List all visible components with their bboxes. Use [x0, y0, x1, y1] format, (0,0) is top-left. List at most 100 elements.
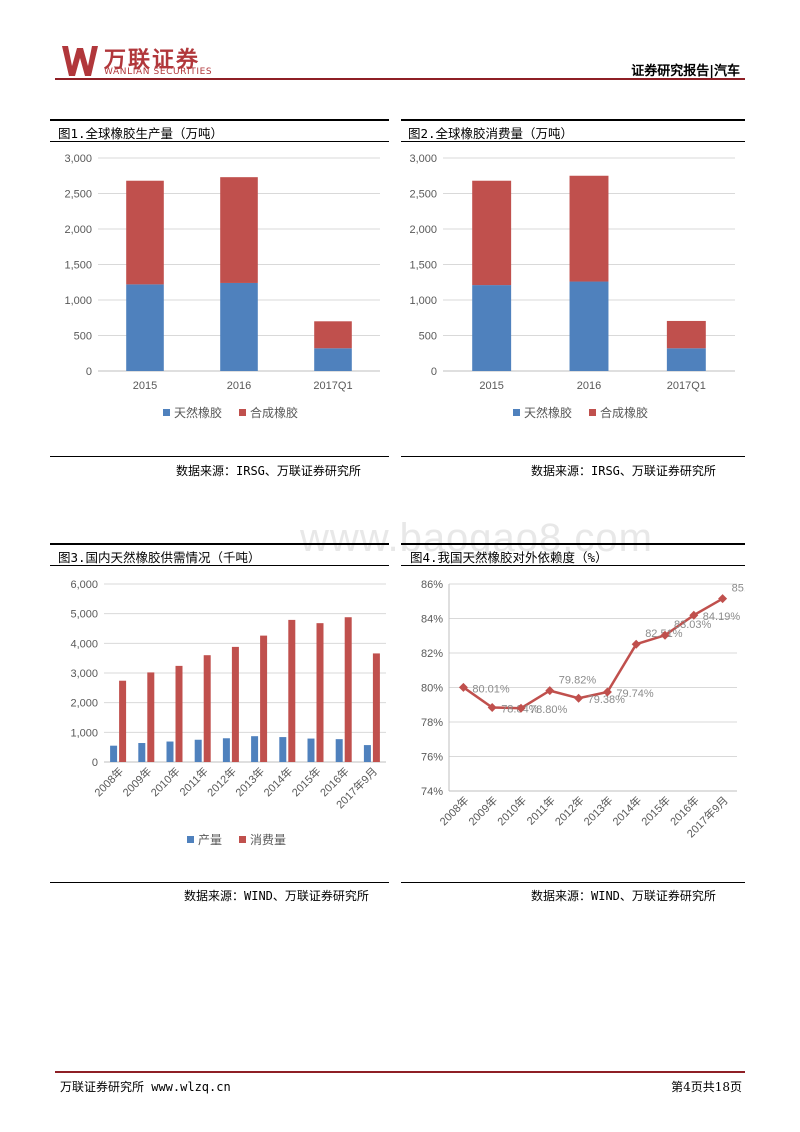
bar [175, 665, 183, 762]
y-tick-label: 1,000 [70, 727, 98, 739]
data-label: 80.01% [472, 683, 510, 695]
figure-2-top-rule [401, 119, 745, 121]
data-point [631, 639, 641, 649]
y-tick-label: 78% [421, 717, 443, 729]
watermark: www.baogao8.com [300, 516, 653, 560]
bar [231, 646, 239, 762]
x-tick-label: 2015 [479, 380, 503, 392]
bar [166, 741, 174, 762]
bar [126, 180, 164, 285]
y-tick-label: 3,000 [70, 668, 98, 680]
x-tick-label: 2017Q1 [313, 380, 352, 392]
legend-swatch [239, 836, 246, 843]
data-label: 79.82% [559, 675, 597, 687]
legend-swatch [513, 409, 520, 416]
bar [569, 175, 609, 282]
figure-4-title-rule [401, 565, 745, 566]
figure-3-chart: 0 1,000 2,000 3,000 4,000 5,000 6,000 2008年2009… [70, 579, 386, 847]
x-tick-label: 2009年 [119, 764, 154, 799]
bar [666, 348, 706, 371]
figure-2-title-rule [401, 141, 745, 142]
legend-label: 消费量 [250, 833, 286, 847]
y-tick-label: 82% [421, 648, 443, 660]
bar [666, 320, 706, 349]
figure-3-title-rule [50, 565, 389, 566]
legend-label: 合成橡胶 [250, 405, 298, 420]
data-point [545, 686, 555, 696]
bar [260, 635, 268, 762]
header-divider [55, 78, 745, 80]
figure-2-chart: 0 500 1,000 1,500 2,000 2,500 3,000 2015 2016 201… [409, 153, 735, 420]
figure-1-top-rule [50, 119, 389, 121]
y-tick-label: 5,000 [70, 609, 98, 621]
data-label: 79.38% [588, 694, 626, 706]
x-tick-label: 2011年 [176, 764, 210, 798]
x-tick-label: 2014年 [609, 793, 644, 828]
legend-label: 产量 [198, 833, 222, 847]
page-number: 第4页共18页 [671, 1080, 742, 1094]
figure-2-title: 图2.全球橡胶消费量（万吨） [408, 126, 574, 141]
figure-1-title-rule [50, 141, 389, 142]
bar [288, 619, 296, 762]
figure-3-source: 数据来源：WIND、万联证券研究所 [184, 889, 369, 903]
y-tick-label: 1,000 [409, 295, 437, 307]
y-tick-label: 76% [421, 752, 443, 764]
bar [344, 617, 352, 762]
y-tick-label: 0 [92, 757, 98, 769]
legend-swatch [187, 836, 194, 843]
y-tick-label: 2,500 [64, 189, 92, 201]
y-tick-label: 2,000 [409, 224, 437, 236]
series-line [462, 597, 724, 710]
data-point [574, 693, 584, 703]
figure-3-bottom-rule [50, 882, 389, 883]
wanlian-logo-mark-icon [62, 46, 98, 76]
y-tick-label: 74% [421, 786, 443, 798]
x-tick-label: 2016 [577, 380, 601, 392]
data-point [602, 687, 612, 697]
report-type-label: 证券研究报告|汽车 [631, 64, 740, 79]
bar [314, 348, 352, 371]
data-point [516, 703, 526, 713]
x-tick-label: 2014年 [260, 764, 295, 799]
bar [110, 745, 118, 762]
figure-4-top-rule [401, 543, 745, 545]
x-tick-label: 2015年 [638, 793, 673, 828]
x-tick-label: 2009年 [465, 793, 500, 828]
bar [307, 738, 315, 762]
bar [472, 285, 512, 371]
x-tick-label: 2011年 [524, 793, 558, 827]
bar [222, 738, 230, 762]
bar [316, 623, 324, 762]
data-label: 83.03% [674, 619, 712, 631]
legend-swatch [589, 409, 596, 416]
y-tick-label: 80% [421, 683, 443, 695]
y-tick-label: 1,500 [409, 260, 437, 272]
bar [569, 281, 609, 371]
y-tick-label: 1,500 [64, 260, 92, 272]
y-tick-label: 3,000 [64, 153, 92, 165]
bar [194, 739, 202, 762]
bar [203, 655, 211, 762]
legend-swatch [163, 409, 170, 416]
figure-4-chart: 74%76%78%80%82%84%86%80.01%78.84%78.80%7… [421, 579, 745, 840]
figure-3-title: 图3.国内天然橡胶供需情况（千吨） [58, 550, 261, 565]
y-tick-label: 2,000 [64, 224, 92, 236]
legend-label: 天然橡胶 [174, 405, 222, 420]
y-tick-label: 0 [86, 366, 92, 378]
figure-3-top-rule [50, 543, 389, 545]
x-tick-label: 2010年 [494, 793, 529, 828]
legend-label: 天然橡胶 [524, 405, 572, 420]
x-tick-label: 2008年 [437, 793, 472, 828]
x-tick-label: 2017Q1 [667, 380, 706, 392]
y-tick-label: 84% [421, 614, 443, 626]
footer-divider [55, 1071, 745, 1073]
data-point [660, 630, 670, 640]
x-tick-label: 2016 [227, 380, 251, 392]
bar [335, 739, 343, 762]
data-label: 84.19% [703, 611, 741, 623]
figure-4-title: 图4.我国天然橡胶对外依赖度（%） [410, 550, 608, 565]
x-tick-label: 2010年 [148, 764, 183, 799]
x-tick-label: 2012年 [204, 764, 239, 799]
bar [251, 736, 259, 762]
figure-4-source: 数据来源：WIND、万联证券研究所 [531, 889, 716, 903]
